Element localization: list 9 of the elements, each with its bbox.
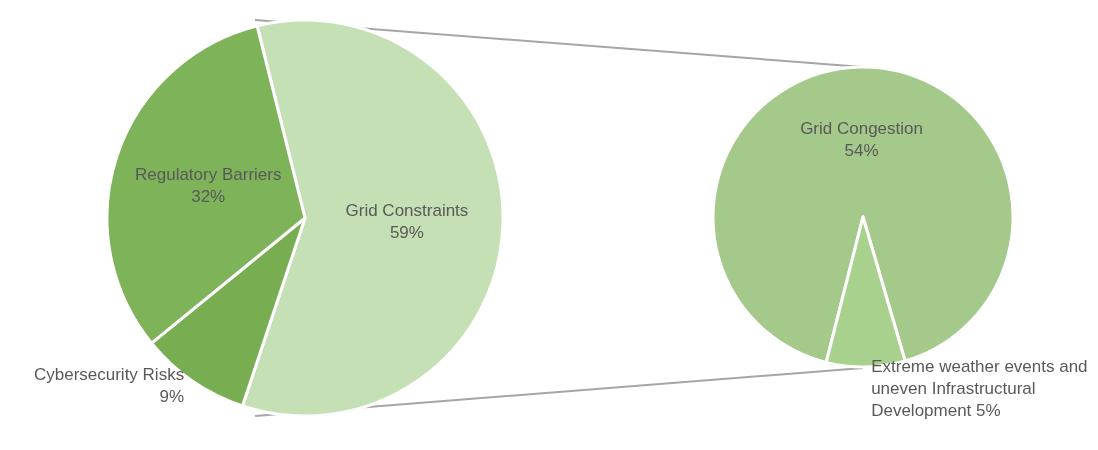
data-label: 59%: [389, 223, 424, 243]
data-label: 54%: [844, 140, 879, 160]
data-label: 9%: [159, 387, 185, 407]
slice-label: Grid Constraints: [345, 201, 469, 221]
slice-label: Grid Congestion: [800, 118, 923, 138]
slice-label: Regulatory Barriers: [134, 165, 282, 185]
slice-label: Extreme weather events and uneven Infrastructural Development 5%: [871, 357, 1093, 421]
data-label: 32%: [191, 187, 226, 207]
slice-label: Cybersecurity Risks: [33, 365, 185, 385]
